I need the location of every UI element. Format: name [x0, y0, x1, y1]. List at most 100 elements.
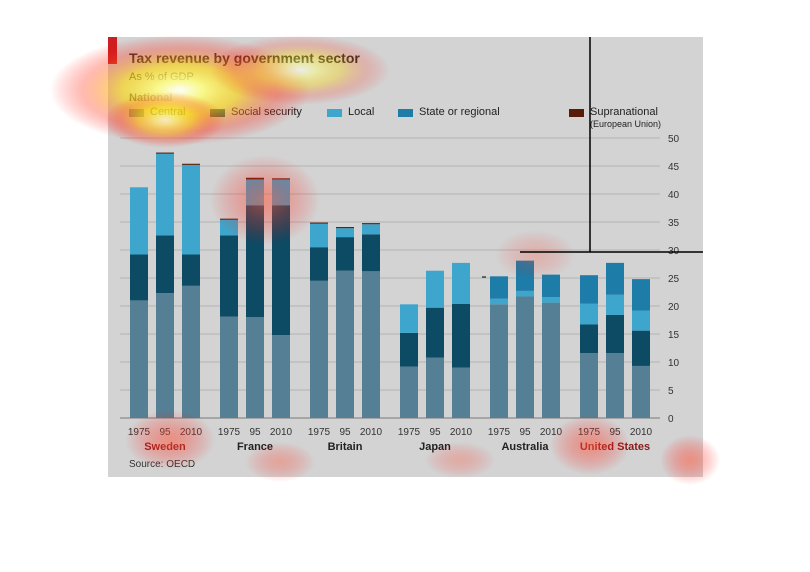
- legend-swatch-state-regional: [398, 109, 413, 117]
- bar-segment-local: [542, 297, 560, 303]
- x-tick-label: 1975: [398, 427, 421, 438]
- y-tick-label: 25: [668, 274, 680, 285]
- x-tick-label: 2010: [360, 427, 383, 438]
- bar-segment-central: [362, 271, 380, 418]
- bar-segment-social: [452, 303, 470, 368]
- x-tick-label: 95: [609, 427, 621, 438]
- y-tick-label: 35: [668, 218, 680, 229]
- bar-segment-state: [606, 262, 624, 295]
- bar-segment-social: [272, 205, 290, 336]
- bar-segment-state: [580, 275, 598, 304]
- bar-segment-social: [336, 237, 354, 271]
- x-tick-label: 95: [339, 427, 351, 438]
- legend-item-supranational: Supranational (European Union): [569, 106, 661, 130]
- legend-label-supranational: Supranational: [590, 106, 658, 118]
- bar-segment-central: [452, 367, 470, 418]
- bar-segment-social: [182, 254, 200, 286]
- bar-segment-local: [632, 310, 650, 331]
- bar-segment-supra: [362, 223, 380, 225]
- country-label: Britain: [328, 441, 363, 453]
- bar-segment-social: [400, 332, 418, 367]
- bar-segment-central: [632, 365, 650, 418]
- bar-segment-central: [516, 296, 534, 418]
- bar-segment-central: [490, 304, 508, 418]
- legend-item-local: Local: [327, 106, 374, 118]
- x-tick-label: 95: [249, 427, 261, 438]
- bar-segment-central: [336, 270, 354, 418]
- bar-segment-central: [606, 353, 624, 418]
- x-tick-label: 2010: [630, 427, 653, 438]
- y-tick-label: 5: [668, 386, 674, 397]
- x-tick-label: 95: [429, 427, 441, 438]
- bar-segment-supra: [220, 218, 238, 220]
- bar-segment-social: [156, 235, 174, 294]
- bar-segment-local: [246, 179, 264, 206]
- bar-segment-state: [542, 274, 560, 298]
- bar-segment-central: [580, 353, 598, 418]
- bar-segment-social: [310, 247, 328, 281]
- country-label: Australia: [501, 441, 549, 453]
- bar-segment-state: [516, 260, 534, 291]
- x-tick-label: 2010: [180, 427, 203, 438]
- bar-segment-central: [272, 335, 290, 418]
- bar-segment-local: [400, 304, 418, 333]
- x-tick-label: 1975: [578, 427, 601, 438]
- x-tick-label: 1975: [488, 427, 511, 438]
- source-note: Source: OECD: [129, 459, 196, 470]
- y-tick-label: 40: [668, 190, 680, 201]
- legend-label-local: Local: [348, 106, 375, 118]
- legend-label-state-regional: State or regional: [419, 106, 500, 118]
- bar-segment-supra: [336, 227, 354, 229]
- bar-segment-central: [156, 293, 174, 418]
- y-tick-label: 50: [668, 134, 680, 145]
- bar-segment-central: [220, 316, 238, 418]
- country-label: France: [237, 441, 273, 453]
- bar-segment-state: [632, 279, 650, 311]
- x-tick-label: 2010: [450, 427, 473, 438]
- bar-segment-supra: [246, 177, 264, 180]
- bar-segment-social: [362, 234, 380, 272]
- x-tick-label: 1975: [128, 427, 151, 438]
- bar-segment-supra: [156, 152, 174, 154]
- y-tick-label: 20: [668, 302, 680, 313]
- bar-segment-social: [246, 205, 264, 318]
- bar-segment-local: [156, 153, 174, 236]
- bar-segment-local: [220, 219, 238, 236]
- x-tick-label: 95: [159, 427, 171, 438]
- bar-segment-local: [336, 228, 354, 238]
- y-tick-label: 0: [668, 414, 674, 425]
- bar-segment-local: [452, 262, 470, 304]
- bar-segment-central: [426, 357, 444, 418]
- legend-swatch-local: [327, 109, 342, 117]
- bar-segment-social: [426, 307, 444, 358]
- y-tick-label: 30: [668, 246, 680, 257]
- legend-item-state-regional: State or regional: [398, 106, 500, 118]
- bar-segment-supra: [272, 178, 290, 180]
- bar-segment-central: [542, 302, 560, 418]
- bar-segment-social: [580, 324, 598, 354]
- bar-segment-local: [490, 298, 508, 305]
- bar-segment-local: [362, 224, 380, 235]
- bar-segment-central: [130, 300, 148, 418]
- x-tick-label: 1975: [218, 427, 241, 438]
- bar-segment-local: [130, 187, 148, 255]
- bar-segment-central: [310, 280, 328, 418]
- bar-segment-supra: [310, 222, 328, 224]
- country-label: United States: [580, 441, 650, 453]
- bar-segment-central: [182, 285, 200, 418]
- bar-segment-local: [182, 164, 200, 255]
- bar-segment-local: [516, 290, 534, 297]
- country-label: Japan: [419, 441, 451, 453]
- bar-segment-social: [130, 254, 148, 301]
- bar-segment-social: [606, 314, 624, 354]
- country-label: Sweden: [144, 441, 186, 453]
- bar-segment-local: [426, 270, 444, 308]
- bar-segment-central: [400, 366, 418, 418]
- bar-segment-local: [272, 179, 290, 206]
- legend-note-supranational: (European Union): [590, 119, 662, 129]
- y-tick-label: 15: [668, 330, 680, 341]
- x-tick-label: 2010: [540, 427, 563, 438]
- bar-segment-supra: [182, 163, 200, 165]
- bar-segment-local: [310, 223, 328, 248]
- bar-segment-state: [490, 276, 508, 299]
